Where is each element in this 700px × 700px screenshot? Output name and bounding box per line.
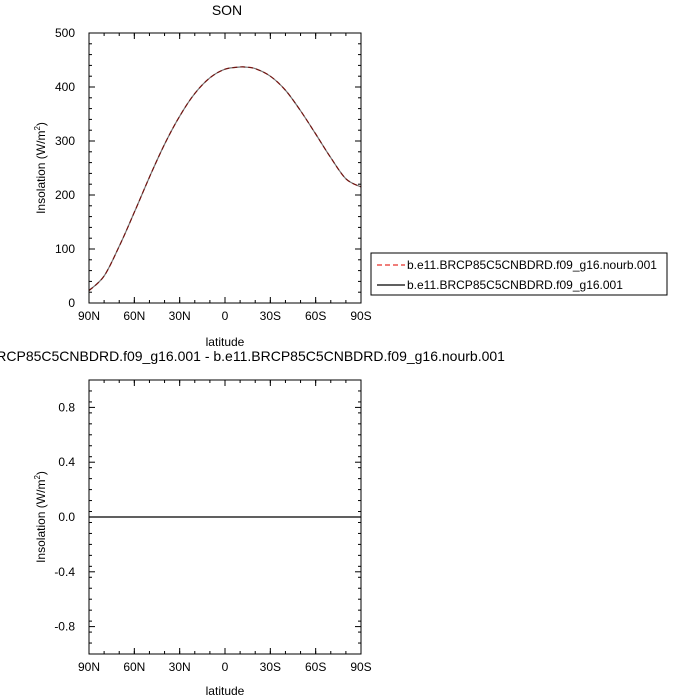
x-tick-label: 30N <box>169 309 191 323</box>
x-tick-label: 30S <box>260 309 281 323</box>
bottom-plot-frame <box>88 379 362 655</box>
x-tick-label: 30S <box>260 660 281 674</box>
y-tick-label: 100 <box>55 242 75 256</box>
series-line-nourb <box>88 66 362 292</box>
y-tick-label: 500 <box>55 26 75 40</box>
x-tick-label: 60S <box>305 660 326 674</box>
x-tick-label: 0 <box>222 660 229 674</box>
x-tick-label: 90N <box>78 660 100 674</box>
x-tick-label: 60S <box>305 309 326 323</box>
y-tick-label: 0 <box>68 296 75 310</box>
top-title: SON <box>212 2 242 18</box>
top-xlabel: latitude <box>206 335 245 349</box>
series-line-main <box>88 66 362 292</box>
y-tick-label: 0.4 <box>58 455 75 469</box>
bottom-panel: b.e11.BRCP85C5CNBDRD.f09_g16.001 - b.e11… <box>0 348 505 698</box>
top-ylabel: Insolation (W/m2) <box>33 122 48 214</box>
legend-box <box>370 252 668 296</box>
x-tick-label: 90S <box>350 660 371 674</box>
top-plot-frame <box>88 32 362 304</box>
legend: b.e11.BRCP85C5CNBDRD.f09_g16.nourb.001 b… <box>370 252 668 296</box>
top-panel: SON 90N 60N 30N 0 30S 60S 90S0100200300400500 … <box>33 2 668 349</box>
legend-label-nourb: b.e11.BRCP85C5CNBDRD.f09_g16.nourb.001 <box>407 258 657 272</box>
x-tick-label: 0 <box>222 309 229 323</box>
bottom-title: b.e11.BRCP85C5CNBDRD.f09_g16.001 - b.e11… <box>0 348 505 364</box>
y-tick-label: 0.0 <box>58 510 75 524</box>
y-tick-label: -0.4 <box>54 565 75 579</box>
legend-label-main: b.e11.BRCP85C5CNBDRD.f09_g16.001 <box>407 278 623 292</box>
x-tick-label: 60N <box>123 309 145 323</box>
x-tick-label: 90S <box>350 309 371 323</box>
y-tick-label: 300 <box>55 134 75 148</box>
bottom-xlabel: latitude <box>206 684 245 698</box>
y-tick-label: 0.8 <box>58 400 75 414</box>
y-tick-label: 200 <box>55 188 75 202</box>
x-tick-label: 90N <box>78 309 100 323</box>
x-tick-label: 30N <box>169 660 191 674</box>
y-tick-label: -0.8 <box>54 620 75 634</box>
x-tick-label: 60N <box>123 660 145 674</box>
bottom-ylabel: Insolation (W/m2) <box>33 471 48 563</box>
y-tick-label: 400 <box>55 80 75 94</box>
